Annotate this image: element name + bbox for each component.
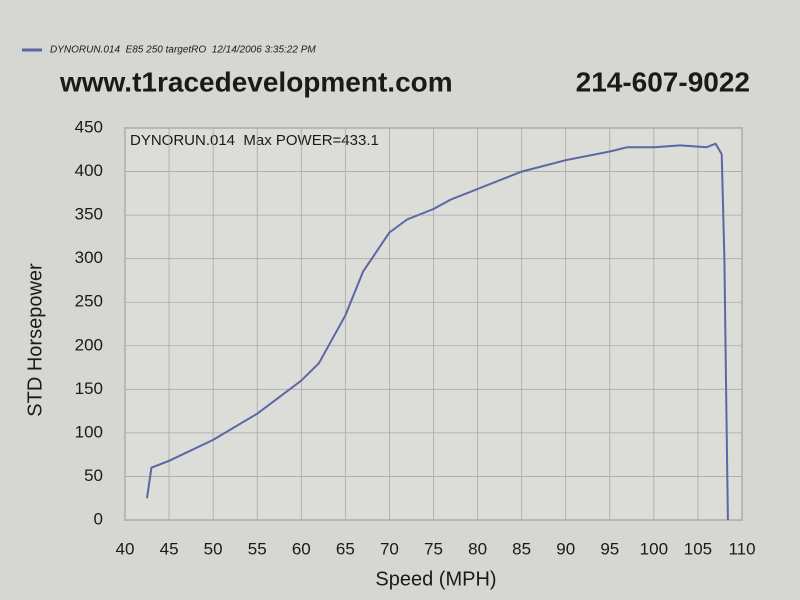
- chart-title: www.t1racedevelopment.com: [59, 66, 453, 97]
- y-tick-label: 200: [75, 335, 103, 354]
- x-tick-label: 65: [336, 539, 355, 558]
- y-tick-label: 250: [75, 292, 103, 311]
- y-tick-label: 0: [94, 509, 103, 528]
- annotation: DYNORUN.014 Max POWER=433.1: [130, 132, 379, 149]
- x-tick-label: 90: [556, 539, 575, 558]
- x-tick-label: 50: [204, 539, 223, 558]
- legend-label: DYNORUN.014 E85 250 targetRO 12/14/2006 …: [50, 45, 316, 56]
- y-tick-label: 100: [75, 422, 103, 441]
- y-tick-label: 50: [84, 466, 103, 485]
- x-tick-label: 75: [424, 539, 443, 558]
- x-tick-label: 110: [728, 539, 755, 558]
- x-axis-label: Speed (MPH): [375, 568, 496, 590]
- x-tick-label: 45: [160, 539, 179, 558]
- x-tick-label: 60: [292, 539, 311, 558]
- x-tick-label: 100: [640, 539, 668, 558]
- x-tick-label: 80: [468, 539, 487, 558]
- y-tick-label: 350: [75, 205, 103, 224]
- x-tick-label: 40: [116, 539, 135, 558]
- data-line: [146, 142, 729, 521]
- chart-subtitle: 214-607-9022: [576, 66, 750, 97]
- x-tick-label: 55: [248, 539, 267, 558]
- x-tick-label: 105: [684, 539, 712, 558]
- x-tick-label: 70: [380, 539, 399, 558]
- y-tick-label: 150: [75, 379, 103, 398]
- y-axis-label: STD Horsepower: [24, 263, 46, 417]
- x-tick-label: 95: [600, 539, 619, 558]
- y-tick-label: 400: [75, 161, 103, 180]
- y-tick-label: 300: [75, 248, 103, 267]
- x-tick-label: 85: [512, 539, 531, 558]
- y-tick-label: 450: [75, 117, 103, 136]
